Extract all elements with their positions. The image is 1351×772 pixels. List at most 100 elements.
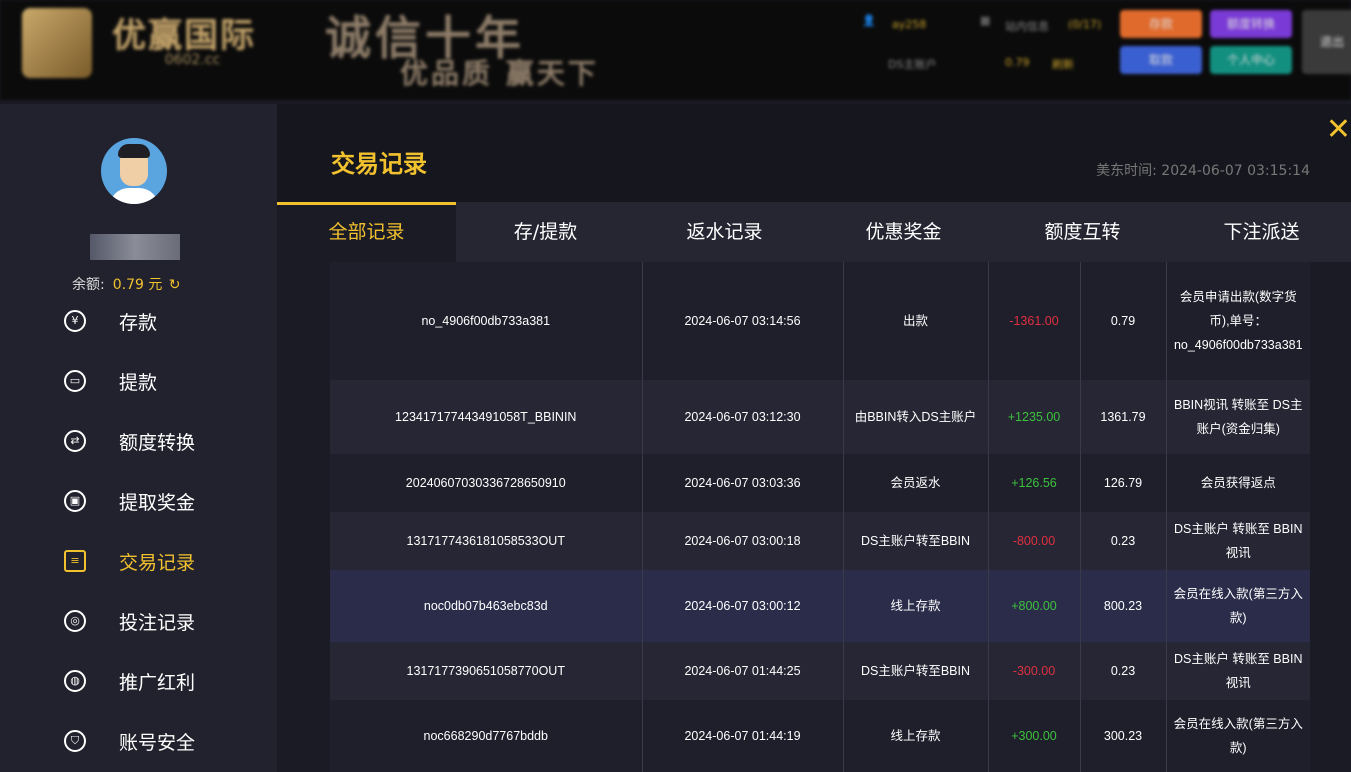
cell-time: 2024-06-07 03:14:56 <box>641 262 843 380</box>
tab-0[interactable]: 全部记录 <box>277 202 456 262</box>
sidebar-item-label: 额度转换 <box>119 431 196 454</box>
cell-type: 线上存款 <box>842 700 988 772</box>
tab-5[interactable]: 下注派送 <box>1223 221 1300 243</box>
table-row: 1317177436181058533OUT 2024-06-07 03:00:1… <box>330 512 1310 570</box>
sidebar-item-label: 投注记录 <box>119 611 196 634</box>
cell-amount: +800.00 <box>987 570 1080 642</box>
cell-id: noc668290d7767bddb <box>423 729 548 743</box>
sidebar-item-label: 账号安全 <box>119 731 196 754</box>
sidebar-item-5[interactable]: ◎ 投注记录 <box>0 591 277 651</box>
server-time: 美东时间: 2024-06-07 03:15:14 <box>1096 160 1310 180</box>
username-blurred <box>90 234 180 260</box>
cell-type: 会员返水 <box>842 454 988 512</box>
cell-amount: -300.00 <box>987 642 1080 700</box>
top-header: 优赢国际 0602.cc 诚信十年 优品质 赢天下 👤 ay258 ▦ 站内信息… <box>0 0 1351 100</box>
cell-note: 会员在线入款(第三方入款) <box>1165 700 1310 772</box>
sidebar-item-2[interactable]: ⇄ 额度转换 <box>0 411 277 471</box>
sidebar-item-7[interactable]: ⛉ 账号安全 <box>0 711 277 771</box>
cell-balance: 800.23 <box>1079 570 1166 642</box>
cell-id: 1317177436181058533OUT <box>406 534 565 548</box>
sidebar-item-3[interactable]: ▣ 提取奖金 <box>0 471 277 531</box>
sidebar-item-6[interactable]: ◍ 推广红利 <box>0 651 277 711</box>
balance: 余额: 0.79 元 ↻ <box>72 274 181 294</box>
exchange-icon: ⇄ <box>64 430 86 452</box>
cell-time: 2024-06-07 01:44:25 <box>641 642 843 700</box>
balance-value: 0.79 元 <box>112 277 163 293</box>
sidebar-item-label: 提取奖金 <box>119 491 196 514</box>
shield-icon: ⛉ <box>64 730 86 752</box>
refresh-icon[interactable]: ↻ <box>168 277 181 293</box>
cell-amount: -1361.00 <box>987 262 1080 380</box>
cell-id: 123417177443491058T_BBININ <box>395 410 577 424</box>
tab-4[interactable]: 额度互转 <box>1044 221 1121 243</box>
cell-balance: 126.79 <box>1079 454 1166 512</box>
messages-link[interactable]: 站内信息 <box>1005 20 1049 33</box>
record-tabs: 全部记录 存/提款 返水记录 优惠奖金 额度互转 下注派送 <box>277 202 1351 262</box>
logout-button[interactable]: 退出 <box>1302 10 1351 74</box>
account-label: DS主账户 <box>888 58 937 71</box>
cell-note: DS主账户 转账至 BBIN视讯 <box>1165 642 1310 700</box>
cell-note: DS主账户 转账至 BBIN视讯 <box>1165 512 1310 570</box>
cell-amount: -800.00 <box>987 512 1080 570</box>
deposit-button[interactable]: 存款 <box>1120 10 1202 38</box>
slogan: 诚信十年 <box>325 11 525 65</box>
tab-1[interactable]: 存/提款 <box>513 221 578 243</box>
account-balance: 0.79 <box>1005 56 1030 69</box>
cell-note: 会员获得返点 <box>1165 454 1310 512</box>
close-icon[interactable]: ✕ <box>1325 112 1351 147</box>
sidebar-item-label: 提款 <box>119 371 158 394</box>
withdraw-button[interactable]: 取款 <box>1120 46 1202 74</box>
gift-icon: ▣ <box>64 490 86 512</box>
brand-logo <box>22 8 92 78</box>
transactions-table: no_4906f00db733a381 2024-06-07 03:14:56 出款… <box>330 262 1310 772</box>
sidebar-item-label: 存款 <box>119 311 158 334</box>
cell-type: 由BBIN转入DS主账户 <box>842 380 988 454</box>
message-icon: ▦ <box>980 14 991 27</box>
tab-2[interactable]: 返水记录 <box>686 221 763 243</box>
cell-balance: 0.23 <box>1079 512 1166 570</box>
table-row: noc668290d7767bddb 2024-06-07 01:44:19 线上存… <box>330 700 1310 772</box>
cell-type: 线上存款 <box>842 570 988 642</box>
main-panel: 交易记录 美东时间: 2024-06-07 03:15:14 ✕ 全部记录 存/提… <box>277 104 1351 772</box>
sidebar-item-0[interactable]: ¥ 存款 <box>0 291 277 351</box>
table-row: 1317177390651058770OUT 2024-06-07 01:44:2… <box>330 642 1310 700</box>
sidebar-item-label: 交易记录 <box>119 551 196 574</box>
cell-id: 1317177390651058770OUT <box>406 664 565 678</box>
coins-icon: ◍ <box>64 670 86 692</box>
cell-time: 2024-06-07 01:44:19 <box>641 700 843 772</box>
sidebar-item-label: 推广红利 <box>119 671 196 694</box>
cell-time: 2024-06-07 03:03:36 <box>641 454 843 512</box>
cell-note: BBIN视讯 转账至 DS主账户(资金归集) <box>1165 380 1310 454</box>
refresh-link[interactable]: 刷新 <box>1052 58 1074 71</box>
avatar <box>101 138 167 204</box>
cell-type: DS主账户转至BBIN <box>842 642 988 700</box>
brand-domain: 0602.cc <box>164 52 221 68</box>
profile-button[interactable]: 个人中心 <box>1210 46 1292 74</box>
cell-time: 2024-06-07 03:00:12 <box>641 570 843 642</box>
sidebar-item-1[interactable]: ▭ 提款 <box>0 351 277 411</box>
sidebar-item-4[interactable]: ≡ 交易记录 <box>0 531 277 591</box>
cell-note: 会员在线入款(第三方入款) <box>1165 570 1310 642</box>
table-row: no_4906f00db733a381 2024-06-07 03:14:56 出款… <box>330 262 1310 380</box>
cell-id: noc0db07b463ebc83d <box>423 599 548 613</box>
page-title: 交易记录 <box>331 150 427 178</box>
brand-name: 优赢国际 <box>112 16 256 56</box>
cell-type: 出款 <box>842 262 988 380</box>
balance-label: 余额: <box>72 277 105 293</box>
messages-count: (0/17) <box>1068 18 1102 31</box>
cell-balance: 1361.79 <box>1079 380 1166 454</box>
table-row: 123417177443491058T_BBININ 2024-06-07 03:… <box>330 380 1310 454</box>
clipboard-icon: ≡ <box>64 550 86 572</box>
cell-id: 20240607030336728650910 <box>405 476 566 490</box>
table-row: 20240607030336728650910 2024-06-07 03:03:… <box>330 454 1310 512</box>
time-value: 2024-06-07 03:15:14 <box>1161 163 1310 179</box>
bet-icon: ◎ <box>64 610 86 632</box>
cell-balance: 0.79 <box>1079 262 1166 380</box>
ticket-icon: ▭ <box>64 370 86 392</box>
cell-balance: 0.23 <box>1079 642 1166 700</box>
transfer-button[interactable]: 额度转换 <box>1210 10 1292 38</box>
cell-amount: +300.00 <box>987 700 1080 772</box>
cell-time: 2024-06-07 03:00:18 <box>641 512 843 570</box>
cell-time: 2024-06-07 03:12:30 <box>641 380 843 454</box>
tab-3[interactable]: 优惠奖金 <box>865 221 942 243</box>
